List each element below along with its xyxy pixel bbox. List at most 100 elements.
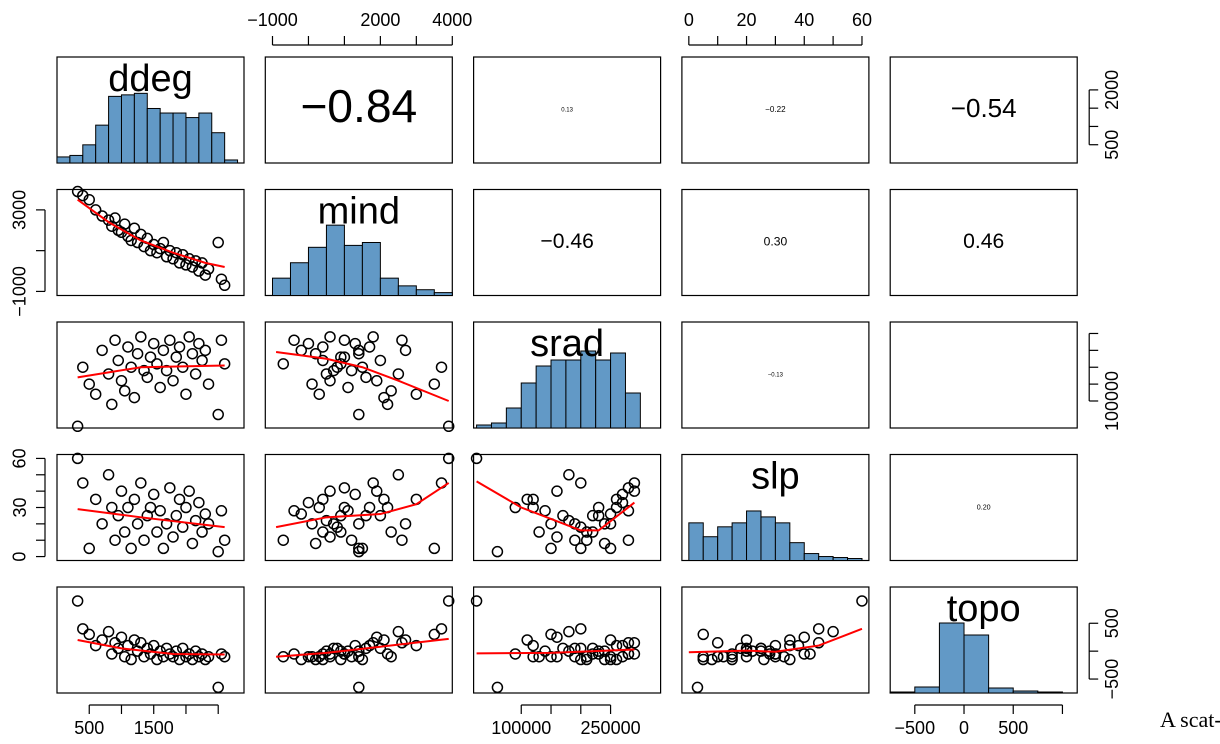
point xyxy=(199,269,212,281)
smooth-line xyxy=(476,480,636,532)
point xyxy=(189,514,202,527)
point xyxy=(218,534,231,546)
hist-bar xyxy=(133,92,148,164)
point xyxy=(827,625,839,638)
x-tick-label: 500 xyxy=(74,718,104,738)
point xyxy=(442,595,455,607)
point xyxy=(563,469,575,481)
point xyxy=(392,625,405,638)
point xyxy=(371,374,383,387)
point xyxy=(345,364,358,377)
point xyxy=(196,354,208,367)
y-tick-label: 60 xyxy=(10,448,30,468)
point xyxy=(189,645,202,657)
hist-bar xyxy=(688,522,704,562)
point xyxy=(141,642,154,655)
x-tick-label: 250000 xyxy=(581,718,641,738)
point xyxy=(218,358,231,370)
point xyxy=(345,534,358,546)
point xyxy=(527,650,539,663)
point xyxy=(320,645,333,657)
point xyxy=(392,469,405,481)
point xyxy=(128,391,141,404)
point xyxy=(167,650,179,663)
hist-bar xyxy=(818,556,834,561)
point xyxy=(539,645,551,657)
hist-bar xyxy=(120,94,135,164)
smooth-line xyxy=(275,482,450,529)
hist-bar xyxy=(789,542,805,561)
point xyxy=(83,193,95,206)
point xyxy=(302,496,315,509)
point xyxy=(349,639,361,652)
point xyxy=(115,485,128,497)
point xyxy=(288,334,300,346)
correlation-label: 0.20 xyxy=(977,503,991,511)
correlation-label: 0.30 xyxy=(764,235,788,249)
point xyxy=(586,509,599,522)
point xyxy=(141,371,154,384)
point xyxy=(306,650,318,663)
point xyxy=(327,518,340,530)
point xyxy=(89,388,102,400)
hist-bar xyxy=(224,159,239,164)
smooth-line xyxy=(688,627,863,654)
hist-bar xyxy=(774,522,791,562)
point xyxy=(199,508,212,520)
point xyxy=(202,263,215,275)
point xyxy=(302,337,315,350)
point xyxy=(306,518,318,530)
point xyxy=(410,388,423,400)
point xyxy=(798,631,811,643)
point xyxy=(89,639,102,652)
point xyxy=(109,212,121,224)
point xyxy=(604,653,617,666)
point xyxy=(212,681,224,694)
point xyxy=(71,452,84,465)
x-tick-label: 1500 xyxy=(134,718,174,738)
point xyxy=(784,653,796,666)
panel-frame xyxy=(889,188,1078,297)
point xyxy=(128,222,141,234)
point xyxy=(616,650,629,663)
point xyxy=(77,623,89,635)
point xyxy=(575,642,587,655)
hist-bar xyxy=(1037,691,1063,694)
x-tick-label: 60 xyxy=(852,10,872,30)
point xyxy=(592,501,605,514)
point xyxy=(349,337,361,350)
point xyxy=(180,388,192,400)
point xyxy=(109,534,121,546)
hist-bar xyxy=(56,156,71,164)
point xyxy=(331,521,343,533)
point xyxy=(335,653,347,666)
correlation-label: 0.46 xyxy=(963,230,1004,253)
point xyxy=(135,331,147,343)
smooth-line xyxy=(77,639,225,656)
point xyxy=(338,334,351,346)
point xyxy=(128,493,141,506)
point xyxy=(151,358,163,370)
variable-name: slp xyxy=(751,456,800,498)
point xyxy=(96,518,108,530)
correlation-label: 0.13 xyxy=(561,108,573,114)
panel-frame xyxy=(473,188,662,297)
hist-bar xyxy=(307,246,327,296)
hist-bar xyxy=(565,359,582,429)
point xyxy=(792,639,805,652)
hist-bar xyxy=(1012,690,1039,694)
point xyxy=(381,398,394,411)
point xyxy=(610,653,623,666)
x-tick-label: 20 xyxy=(737,10,757,30)
point xyxy=(798,648,811,660)
point xyxy=(71,595,84,607)
point xyxy=(131,518,144,530)
hist-bar xyxy=(433,292,453,297)
y-tick-label: 500 xyxy=(1102,130,1122,160)
hist-bar xyxy=(938,622,965,694)
correlation-label: −0.46 xyxy=(540,230,593,253)
x-tick-label: 0 xyxy=(684,10,694,30)
point xyxy=(215,505,228,517)
